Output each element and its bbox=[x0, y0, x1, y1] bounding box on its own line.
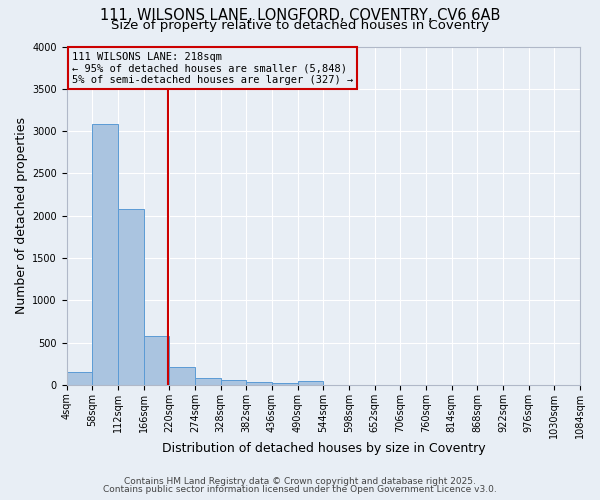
Bar bbox=[92, 124, 118, 385]
Bar bbox=[272, 384, 298, 385]
Bar bbox=[298, 380, 323, 385]
Text: Contains public sector information licensed under the Open Government Licence v3: Contains public sector information licen… bbox=[103, 484, 497, 494]
Bar bbox=[247, 382, 272, 385]
Bar bbox=[67, 372, 92, 385]
Y-axis label: Number of detached properties: Number of detached properties bbox=[15, 117, 28, 314]
Text: Contains HM Land Registry data © Crown copyright and database right 2025.: Contains HM Land Registry data © Crown c… bbox=[124, 477, 476, 486]
Bar bbox=[118, 209, 143, 385]
Bar bbox=[143, 336, 169, 385]
Bar bbox=[221, 380, 247, 385]
Text: Size of property relative to detached houses in Coventry: Size of property relative to detached ho… bbox=[111, 19, 489, 32]
Text: 111, WILSONS LANE, LONGFORD, COVENTRY, CV6 6AB: 111, WILSONS LANE, LONGFORD, COVENTRY, C… bbox=[100, 8, 500, 22]
Text: 111 WILSONS LANE: 218sqm
← 95% of detached houses are smaller (5,848)
5% of semi: 111 WILSONS LANE: 218sqm ← 95% of detach… bbox=[72, 52, 353, 85]
Bar bbox=[195, 378, 221, 385]
Bar bbox=[169, 367, 195, 385]
X-axis label: Distribution of detached houses by size in Coventry: Distribution of detached houses by size … bbox=[161, 442, 485, 455]
